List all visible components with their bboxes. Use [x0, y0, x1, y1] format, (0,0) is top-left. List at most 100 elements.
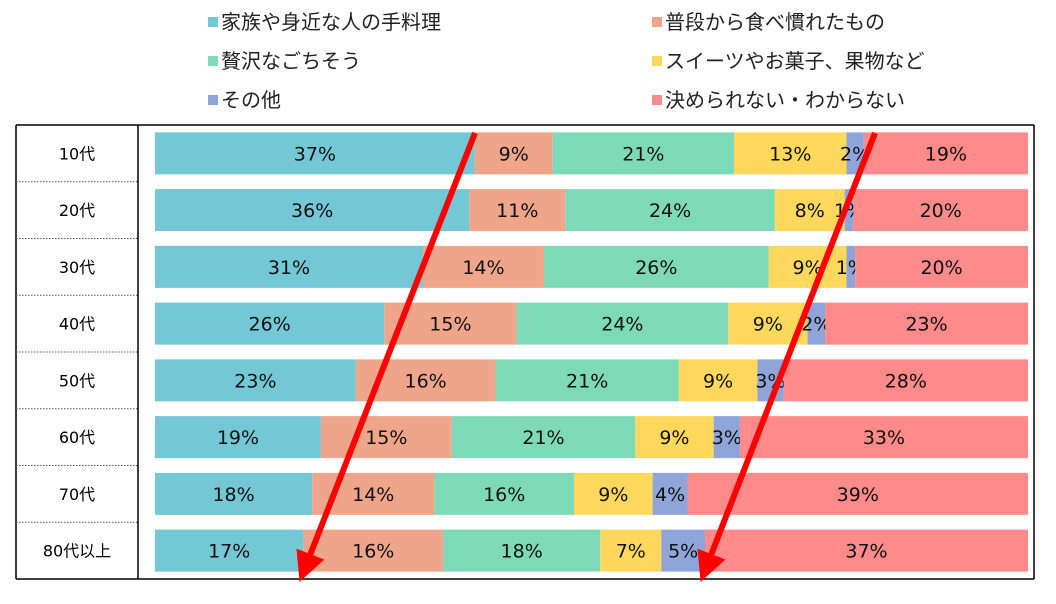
bar-segment — [774, 189, 845, 232]
bar-segment — [155, 529, 304, 572]
legend-swatch — [208, 95, 218, 105]
data-label: 31% — [268, 257, 310, 279]
legend-label: スイーツやお菓子、果物など — [665, 49, 925, 73]
annotation-arrows — [296, 131, 878, 582]
bar-segment — [474, 132, 553, 175]
bar-segment — [844, 189, 854, 232]
bar-segment — [155, 132, 475, 175]
data-label: 36% — [291, 200, 333, 222]
bar-segment — [739, 416, 1028, 459]
data-label: 20% — [920, 257, 962, 279]
legend-label: 家族や身近な人の手料理 — [221, 10, 441, 34]
legend-swatch — [208, 56, 218, 66]
data-label: 16% — [405, 370, 447, 392]
bars-area: 37% 9% 21% 13% 2% 19%36% 11% 24% 8% 1% 20%31% 14% 26… — [155, 132, 1028, 572]
bar-segment — [155, 302, 385, 345]
bar-segment — [422, 245, 544, 288]
data-label: 9% — [499, 143, 529, 165]
bar-segment — [543, 245, 769, 288]
bar-segment — [783, 359, 1028, 402]
data-label: 18% — [501, 541, 543, 563]
bar-segment — [687, 472, 1028, 515]
bar-segment — [155, 472, 313, 515]
data-label: 24% — [649, 200, 691, 222]
legend-label: 贅沢なごちそう — [221, 49, 361, 73]
bar-segment — [469, 189, 566, 232]
bar-segment — [863, 132, 1028, 175]
data-label: 28% — [885, 370, 927, 392]
bar-segment — [552, 132, 735, 175]
data-label: 37% — [845, 541, 887, 563]
category-label: 80代以上 — [43, 542, 111, 561]
bar-segment — [734, 132, 847, 175]
bar-segment — [320, 416, 452, 459]
data-label: 14% — [462, 257, 504, 279]
data-label: 26% — [635, 257, 677, 279]
bar-segment — [807, 302, 826, 345]
data-label: 26% — [249, 314, 291, 336]
legend-swatch — [652, 17, 662, 27]
bar-segment — [846, 245, 856, 288]
data-label: 4% — [655, 484, 685, 506]
bar-segment — [825, 302, 1028, 345]
bar-segment — [516, 302, 729, 345]
bar-segment — [846, 132, 864, 175]
data-label: 15% — [429, 314, 471, 336]
data-label: 9% — [703, 370, 733, 392]
legend-label: 普段から食べ慣れたもの — [665, 10, 885, 34]
data-label: 16% — [483, 484, 525, 506]
bar-segment — [768, 245, 847, 288]
data-label: 9% — [598, 484, 628, 506]
bar-segment — [303, 529, 444, 572]
bar-segment — [652, 472, 688, 515]
data-label: 23% — [234, 370, 276, 392]
category-label: 50代 — [59, 371, 95, 390]
category-label: 40代 — [59, 315, 95, 334]
category-label: 70代 — [59, 485, 95, 504]
category-table: 10代 20代 30代 40代 50代 60代 70代 80代以上 — [15, 124, 1035, 580]
data-label: 5% — [668, 541, 698, 563]
data-label: 39% — [837, 484, 879, 506]
bar-segment — [600, 529, 662, 572]
data-label: 8% — [795, 200, 825, 222]
bar-segment — [155, 245, 423, 288]
bar-segment — [635, 416, 714, 459]
data-label: 14% — [352, 484, 394, 506]
data-label: 15% — [365, 427, 407, 449]
category-label: 60代 — [59, 428, 95, 447]
data-label: 21% — [522, 427, 564, 449]
data-label: 37% — [294, 143, 336, 165]
category-label: 30代 — [59, 258, 95, 277]
bar-segment — [678, 359, 758, 402]
data-label: 21% — [566, 370, 608, 392]
bar-segment — [434, 472, 575, 515]
data-label: 20% — [920, 200, 962, 222]
data-label: 23% — [905, 314, 947, 336]
category-label: 20代 — [59, 201, 95, 220]
data-label: 11% — [496, 200, 538, 222]
bar-segment — [451, 416, 636, 459]
data-label: 19% — [217, 427, 259, 449]
legend-label: 決められない・わからない — [665, 88, 905, 112]
bar-segment — [855, 245, 1028, 288]
red-arrow — [296, 131, 478, 582]
legend-swatch — [208, 17, 218, 27]
category-label: 10代 — [59, 144, 95, 163]
data-label: 9% — [793, 257, 823, 279]
data-label: 9% — [753, 314, 783, 336]
data-label: 18% — [212, 484, 254, 506]
legend-swatch — [652, 56, 662, 66]
data-label: 24% — [601, 314, 643, 336]
data-label: 7% — [616, 541, 646, 563]
bar-segment — [495, 359, 679, 402]
bar-segment — [565, 189, 775, 232]
bar-segment — [155, 189, 470, 232]
bar-segment — [443, 529, 601, 572]
legend-swatch — [652, 95, 662, 105]
data-label: 17% — [208, 541, 250, 563]
data-label: 19% — [925, 143, 967, 165]
bar-segment — [713, 416, 740, 459]
data-label: 33% — [863, 427, 905, 449]
